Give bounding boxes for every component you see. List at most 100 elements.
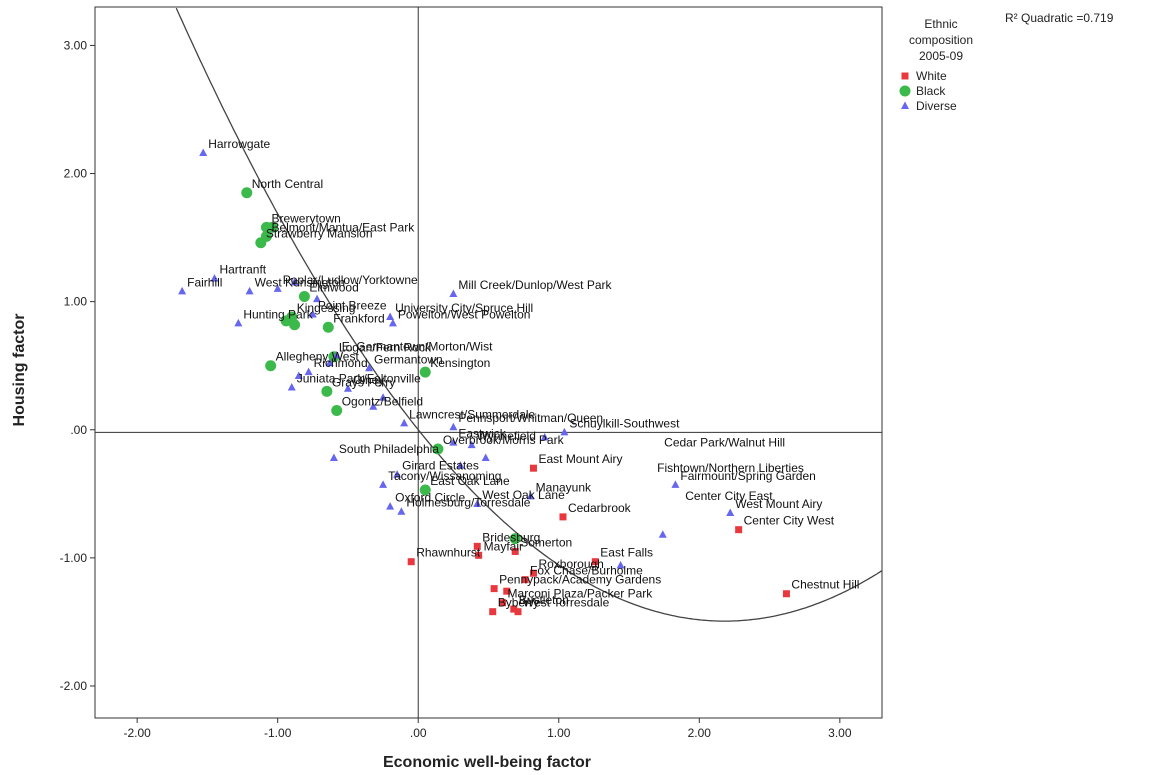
x-axis-title: Economic well-being factor: [383, 754, 591, 771]
point-label: Overbrook/Morris Park: [443, 433, 565, 447]
quadratic-fit-curve: [175, 7, 883, 622]
black-point: [289, 319, 301, 331]
point-label: Lawncrest/Summerdale: [409, 407, 535, 421]
white-point: [529, 464, 537, 472]
white-point: [782, 590, 790, 598]
point-label: Mayfair: [484, 539, 523, 553]
point-label: Juniata Park/Feltonville: [297, 371, 421, 385]
diverse-point: [386, 312, 395, 321]
diverse-point: [658, 530, 667, 538]
diverse-point: [560, 427, 569, 436]
legend-marker-white: [901, 72, 909, 80]
point-label: Somerton: [520, 535, 572, 549]
black-point: [298, 291, 310, 303]
point-label: Pennsport/Whitman/Queen: [458, 411, 603, 425]
diverse-point: [726, 508, 735, 517]
point-label: Chestnut Hill: [791, 578, 859, 592]
diverse-point: [449, 422, 458, 431]
point-label: Hunting Park: [243, 307, 313, 321]
diverse-point: [481, 453, 490, 461]
diverse-point: [369, 402, 378, 410]
y-tick-label: .00: [70, 423, 87, 437]
r-squared-label: R² Quadratic =0.719: [1005, 11, 1114, 25]
white-point: [475, 551, 483, 559]
point-label: Cedarbrook: [568, 501, 632, 515]
black-point: [432, 443, 444, 455]
data-points: [178, 148, 790, 616]
point-label: Pennypack/Academy Gardens: [499, 573, 661, 587]
black-point: [260, 230, 272, 242]
x-tick-label: 1.00: [547, 726, 571, 740]
point-label: Allegheny West: [276, 350, 360, 364]
point-label: Bridesburg: [482, 530, 540, 544]
diverse-point: [287, 382, 296, 391]
diverse-point: [540, 432, 549, 441]
diverse-point: [273, 284, 282, 292]
white-point: [514, 608, 522, 616]
point-label: Belmont/Mantua/East Park: [271, 220, 415, 234]
black-point: [265, 360, 277, 372]
point-label: Byberry: [498, 596, 539, 610]
diverse-point: [290, 277, 299, 286]
point-label: Eastwick: [458, 427, 506, 441]
point-label: Brewerytown: [271, 211, 340, 225]
x-axis-ticks: -2.00 -1.00 .00 1.00 2.00 3.00: [123, 718, 852, 740]
diverse-point: [199, 148, 208, 157]
diverse-point: [308, 309, 317, 318]
diverse-point: [388, 318, 397, 327]
white-point: [490, 585, 498, 593]
diverse-point: [473, 499, 482, 508]
diverse-point: [178, 286, 187, 295]
white-point: [591, 558, 599, 566]
diverse-point: [379, 393, 388, 401]
point-label: Kingessing: [297, 301, 356, 315]
diverse-point: [332, 350, 341, 359]
y-tick-label: 2.00: [64, 167, 88, 181]
y-tick-label: 1.00: [64, 295, 88, 309]
legend-marker-diverse: [901, 101, 909, 109]
x-tick-label: 2.00: [688, 726, 712, 740]
point-label: West Mount Airy: [735, 497, 822, 511]
diverse-point: [329, 453, 338, 461]
black-point: [280, 315, 292, 327]
diverse-point: [325, 358, 334, 367]
legend-marker-black: [899, 85, 911, 97]
diverse-point: [386, 502, 395, 510]
point-label: Point Breeze: [318, 298, 387, 312]
point-label: Bustleton: [519, 593, 569, 607]
white-point: [521, 576, 529, 584]
diverse-point: [449, 438, 458, 446]
legend-title-line-2: composition: [909, 33, 973, 47]
diverse-point: [313, 294, 322, 303]
point-label: East Falls: [600, 546, 653, 560]
diverse-point: [365, 363, 374, 372]
white-point: [559, 513, 567, 521]
white-point: [473, 542, 481, 550]
point-label: Schuylkill-Southwest: [569, 416, 680, 430]
white-point: [510, 605, 518, 613]
point-label: Holmesburg/Torresdale: [406, 496, 530, 510]
y-axis-ticks: 3.00 2.00 1.00 .00 -1.00 -2.00: [60, 38, 95, 693]
black-point: [331, 405, 343, 417]
legend-label: Diverse: [916, 99, 957, 113]
diverse-point: [526, 491, 535, 500]
x-tick-label: .00: [410, 726, 427, 740]
point-label: Elmwood: [309, 281, 358, 295]
point-label: East Oak Lane: [430, 474, 510, 488]
legend-title-line-3: 2005-09: [919, 49, 963, 63]
legend-label: White: [916, 69, 947, 83]
y-tick-label: -1.00: [60, 551, 88, 565]
point-label: Olney: [353, 373, 384, 387]
point-label: West Torresdale: [523, 596, 610, 610]
diverse-point: [304, 367, 313, 376]
legend: Ethnic composition 2005-09 WhiteBlackDiv…: [899, 17, 973, 113]
diverse-point: [343, 384, 352, 392]
point-label: Mill Creek/Dunlop/West Park: [458, 278, 612, 292]
black-point: [419, 484, 431, 496]
x-tick-label: 3.00: [828, 726, 852, 740]
point-label: Frankford: [333, 311, 384, 325]
point-label: Poplar/Ludlow/Yorktowne: [283, 273, 418, 287]
y-axis-title: Housing factor: [11, 314, 28, 427]
diverse-point: [397, 507, 406, 515]
diverse-point: [379, 480, 388, 488]
